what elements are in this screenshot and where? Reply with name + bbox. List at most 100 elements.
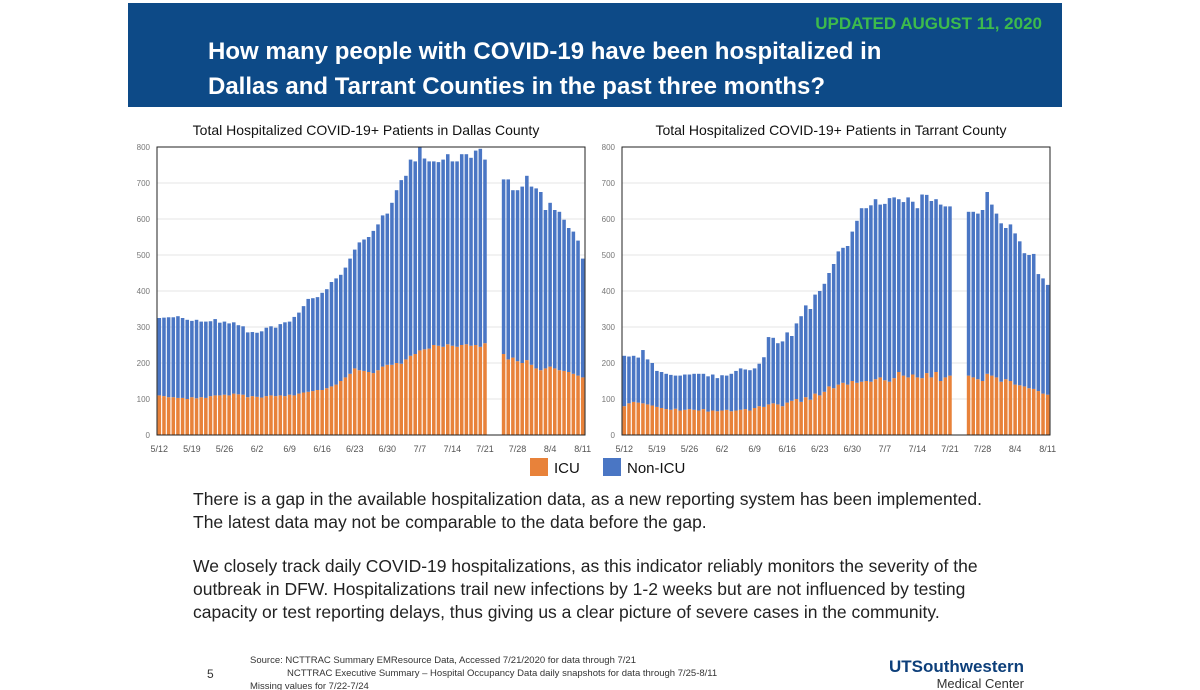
paragraph-line: We closely track daily COVID-19 hospital… <box>193 556 978 576</box>
bar-segment <box>185 399 190 435</box>
bar-segment <box>222 321 227 395</box>
bar-segment <box>669 409 673 435</box>
bar-segment <box>943 377 948 435</box>
bar-segment <box>329 282 334 387</box>
bar-segment <box>525 175 529 361</box>
x-tick-label: 5/12 <box>151 444 169 454</box>
bar-segment <box>887 198 892 382</box>
bar-segment <box>720 375 724 411</box>
bar-segment <box>366 237 371 372</box>
bar-segment <box>938 204 943 381</box>
bar-segment <box>273 327 278 397</box>
bar-segment <box>790 400 794 435</box>
y-tick-label: 800 <box>602 143 616 152</box>
bar-segment <box>264 327 269 397</box>
header-title: How many people with COVID-19 have been … <box>208 38 881 65</box>
updated-label: UPDATED AUGUST 11, 2020 <box>815 14 1042 33</box>
bar-segment <box>776 343 780 405</box>
bar-segment <box>301 392 306 435</box>
bar-segment <box>883 380 887 435</box>
x-tick-label: 8/11 <box>574 444 591 454</box>
bar-segment <box>1004 228 1008 380</box>
bar-segment <box>1027 255 1031 389</box>
bar-segment <box>343 377 348 435</box>
bar-segment <box>1045 284 1050 395</box>
bar-segment <box>1013 233 1017 385</box>
chart-title: Total Hospitalized COVID-19+ Patients in… <box>655 122 1006 138</box>
bar-segment <box>171 317 176 398</box>
bar-segment <box>250 396 255 435</box>
bar-segment <box>362 370 366 435</box>
bar-segment <box>808 399 813 435</box>
bar-segment <box>511 190 515 358</box>
bar-segment <box>999 223 1003 382</box>
bar-segment <box>213 395 217 435</box>
bar-segment <box>701 409 706 435</box>
bar-segment <box>320 292 324 390</box>
bar-segment <box>1036 391 1041 435</box>
bar-segment <box>422 349 427 435</box>
bar-segment <box>696 373 701 411</box>
bar-segment <box>190 397 194 435</box>
x-tick-label: 5/19 <box>183 444 201 454</box>
bar-segment <box>515 361 520 435</box>
bar-segment <box>329 386 334 435</box>
bar-segment <box>715 378 720 412</box>
bar-segment <box>869 205 873 382</box>
bar-segment <box>710 374 715 411</box>
bar-segment <box>250 332 255 397</box>
bar-segment <box>780 341 785 407</box>
bar-segment <box>176 316 180 398</box>
bar-segment <box>1017 385 1022 435</box>
y-tick-label: 100 <box>137 395 151 404</box>
bar-segment <box>292 395 297 435</box>
bar-segment <box>627 356 631 404</box>
bar-segment <box>655 406 659 435</box>
bar-segment <box>650 405 655 435</box>
bar-segment <box>934 199 938 372</box>
bar-segment <box>366 372 371 435</box>
bar-segment <box>283 396 287 435</box>
bar-segment <box>506 179 511 360</box>
bar-segment <box>631 401 636 435</box>
paragraph-line: The latest data may not be comparable to… <box>193 512 707 532</box>
bar-segment <box>934 372 938 435</box>
bar-segment <box>348 373 352 435</box>
bar-segment <box>571 373 576 435</box>
bar-segment <box>980 381 985 435</box>
x-tick-label: 7/7 <box>879 444 892 454</box>
bar-segment <box>371 230 376 374</box>
bar-segment <box>450 161 455 346</box>
bar-segment <box>422 158 427 350</box>
bar-segment <box>836 251 841 385</box>
source-line: Missing values for 7/22-7/24 <box>250 681 369 690</box>
bar-segment <box>938 381 943 435</box>
bar-segment <box>622 406 627 435</box>
bar-segment <box>994 213 999 378</box>
bar-segment <box>734 410 738 435</box>
bar-segment <box>478 346 483 435</box>
bar-segment <box>162 317 166 397</box>
bar-segment <box>413 354 417 435</box>
x-tick-label: 5/26 <box>681 444 699 454</box>
bar-segment <box>459 345 464 435</box>
bar-segment <box>897 199 901 372</box>
bar-segment <box>780 406 785 435</box>
y-tick-label: 200 <box>137 359 151 368</box>
bar-segment <box>948 375 952 435</box>
bar-segment <box>794 399 799 435</box>
bar-segment <box>762 406 766 435</box>
bar-segment <box>399 363 404 435</box>
bar-segment <box>157 318 162 396</box>
bar-segment <box>892 378 896 435</box>
bar-segment <box>692 409 696 435</box>
bar-segment <box>794 323 799 399</box>
bar-segment <box>320 390 324 435</box>
bar-segment <box>817 291 822 396</box>
bar-segment <box>1022 253 1027 387</box>
bar-segment <box>455 346 459 435</box>
bar-segment <box>738 409 743 435</box>
bar-segment <box>943 206 948 378</box>
bar-segment <box>706 411 710 435</box>
